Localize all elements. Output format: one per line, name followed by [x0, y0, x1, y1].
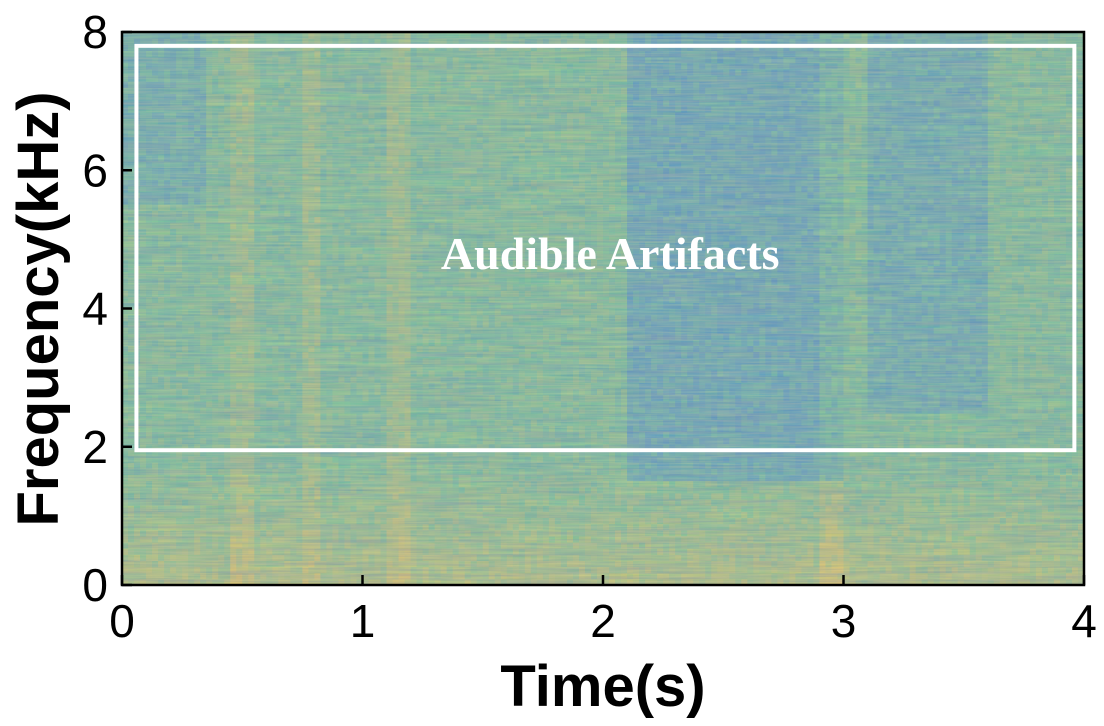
heatmap-area — [122, 32, 1084, 585]
